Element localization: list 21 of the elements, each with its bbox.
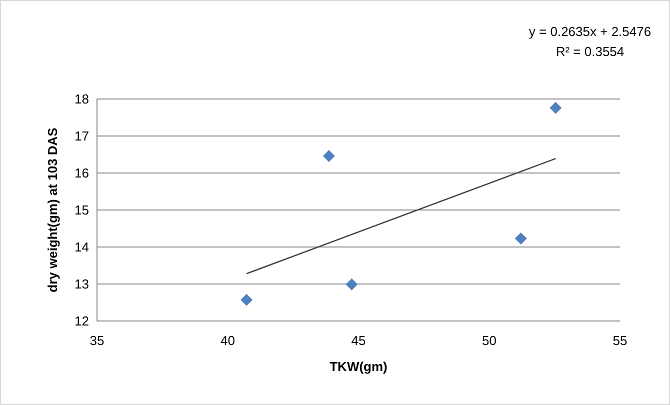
text: y = 0.2635x + 2.5476 xyxy=(528,24,652,39)
x-axis-title: TKW(gm) xyxy=(330,359,388,374)
x-tick-label: 45 xyxy=(351,333,366,348)
y-axis-title: dry weight(gm) at 103 DAS xyxy=(45,127,60,292)
y-tick-label: 14 xyxy=(74,240,89,255)
y-tick-label: 18 xyxy=(74,92,89,107)
point xyxy=(240,294,253,306)
x-tick-label: 50 xyxy=(482,333,496,348)
y-tick-label: 12 xyxy=(74,314,89,329)
y-tick-label: 17 xyxy=(74,128,89,144)
x-tick-label: 55 xyxy=(612,333,628,348)
y-tick-label: 16 xyxy=(74,166,89,181)
point xyxy=(346,278,358,290)
x-tick-label: 40 xyxy=(220,333,235,348)
y-tick-label: 13 xyxy=(74,276,89,292)
point xyxy=(514,232,527,244)
text: R² = 0.3554 xyxy=(556,44,624,59)
x-tick-label: 35 xyxy=(90,333,104,348)
point xyxy=(550,102,562,114)
point xyxy=(322,150,335,162)
y-tick-label: 15 xyxy=(74,202,89,218)
